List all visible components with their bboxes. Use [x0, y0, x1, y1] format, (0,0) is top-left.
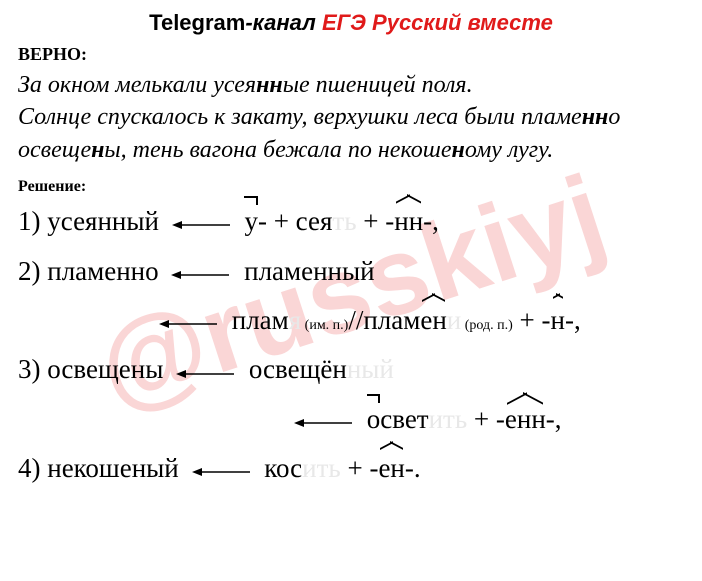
v1a: За окном мелькали усея [18, 72, 256, 98]
r4-root: кос [264, 453, 302, 483]
r2b-plus: + - [513, 305, 551, 335]
r4-word: некошеный [47, 453, 179, 483]
row-2: 2) пламенно пламенный [18, 250, 684, 295]
header-ege: ЕГЭ Русский вместе [322, 10, 553, 35]
verno-text: За окном мелькали усеянные пшеницей поля… [18, 69, 684, 166]
r2-num: 2) [18, 256, 41, 286]
arrow-icon [294, 400, 354, 443]
r2b-suf1: ен [420, 299, 446, 342]
r2b-s1: (им. п.) [301, 318, 348, 333]
r2b-p1: плам [232, 305, 289, 335]
r4-fade: ить [302, 453, 341, 483]
row-1: 1) усеянный у- + сеять + -нн-, [18, 200, 684, 245]
arrow-icon [176, 351, 236, 394]
r1-word: усеянный [47, 206, 159, 236]
v3c: ы, тень вагона бежала по некоше [104, 137, 451, 163]
v2a: Солнце спускалось к закату, верхушки лес… [18, 104, 582, 130]
header-kanal: -канал [245, 10, 315, 35]
r1-num: 1) [18, 206, 41, 236]
r1-plus: + - [357, 206, 395, 236]
r2b-end: -, [565, 305, 581, 335]
verno-label: ВЕРНО: [18, 44, 684, 65]
v2b: нн [582, 104, 609, 130]
arrow-icon [192, 449, 252, 492]
v3b: н [91, 137, 104, 163]
r2b-s2: (род. п.) [461, 318, 513, 333]
r4-end: -. [405, 453, 421, 483]
r4-num: 4) [18, 453, 41, 483]
r2b-sep: // [348, 305, 363, 335]
r3b-pfx: о [367, 398, 381, 441]
header-telegram: Telegram [149, 10, 245, 35]
r1-prefix: у [244, 200, 258, 243]
row-4: 4) некошеный косить + -ен-. [18, 447, 684, 492]
r3-db: ный [347, 354, 394, 384]
r3b-fade: ить [429, 404, 468, 434]
r3-word: освещены [47, 354, 163, 384]
r2-word: пламенно [47, 256, 158, 286]
r2b-f1: я [289, 305, 301, 335]
r1-end: -, [423, 206, 439, 236]
row-3: 3) освещены освещённый [18, 348, 684, 393]
arrow-icon [172, 202, 232, 245]
r3-da: освещён [249, 354, 347, 384]
arrow-icon [171, 252, 231, 295]
r1-suffix: нн [394, 200, 423, 243]
v3a: освеще [18, 137, 91, 163]
v2c: о [608, 104, 620, 130]
row-3b: осветить + -енн-, [18, 398, 684, 443]
r3b-suf: енн [505, 398, 546, 441]
r2b-p2: плам [363, 305, 420, 335]
v1b: нн [256, 72, 283, 98]
r3b-end: -, [546, 404, 562, 434]
arrow-icon [159, 301, 219, 344]
r2b-suf2: н [551, 299, 565, 342]
r1-d1: - + сея [258, 206, 332, 236]
v3d: н [452, 137, 465, 163]
row-2b: пламя (им. п.)//пламени (род. п.) + -н-, [18, 299, 684, 344]
r2-deriv: пламенный [244, 256, 374, 286]
r4-plus: + - [341, 453, 379, 483]
r3-num: 3) [18, 354, 41, 384]
r4-suf: ен [378, 447, 404, 490]
v1c: ые пшеницей поля. [283, 72, 473, 98]
r3b-plus: + - [467, 404, 505, 434]
r2b-f2: и [447, 305, 461, 335]
header: Telegram-канал ЕГЭ Русский вместе [18, 10, 684, 36]
r1-f1: ть [332, 206, 356, 236]
r3b-root: свет [380, 404, 428, 434]
reshenie-label: Решение: [18, 178, 684, 196]
v3e: ому лугу. [465, 137, 553, 163]
content: Telegram-канал ЕГЭ Русский вместе ВЕРНО:… [0, 0, 702, 507]
